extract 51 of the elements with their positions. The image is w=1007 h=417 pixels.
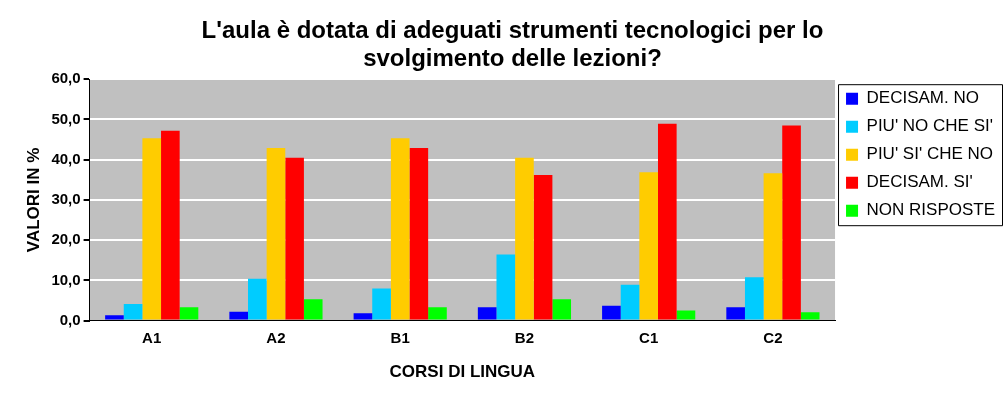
- bar: [726, 307, 745, 320]
- x-axis-title: CORSI DI LINGUA: [389, 362, 536, 382]
- y-tick-label: 50,0: [51, 109, 81, 127]
- x-tick-label: C2: [763, 328, 783, 346]
- bar: [428, 307, 447, 320]
- x-tick-label: B2: [514, 328, 535, 346]
- bar: [285, 157, 304, 320]
- y-tick-label: 40,0: [51, 149, 81, 167]
- bar: [477, 307, 497, 320]
- legend-label: DECISAM. NO: [866, 88, 979, 108]
- x-tick-label: A1: [142, 328, 162, 346]
- y-tick-label: 60,0: [51, 69, 81, 87]
- x-tick-label: C1: [639, 328, 659, 346]
- bar: [161, 130, 180, 320]
- legend-label: PIU' SI' CHE NO: [866, 144, 994, 164]
- bar: [248, 278, 267, 320]
- bar: [763, 173, 783, 320]
- bar: [409, 148, 429, 320]
- y-tick-label: 0,0: [59, 310, 81, 328]
- legend-label: NON RISPOSTE: [866, 200, 996, 220]
- x-tick-label: A2: [266, 328, 286, 346]
- y-tick-label: 20,0: [51, 230, 81, 248]
- bar: [800, 312, 820, 320]
- bar: [620, 284, 640, 320]
- bar: [353, 313, 373, 320]
- bar: [266, 148, 286, 320]
- bar: [179, 307, 199, 320]
- legend-label: DECISAM. SI': [866, 172, 973, 192]
- x-tick-label: B1: [390, 328, 410, 346]
- bar: [533, 174, 553, 320]
- bar: [744, 277, 764, 320]
- bar: [676, 310, 696, 320]
- bar: [552, 299, 572, 320]
- chart-title: L'aula è dotata di adeguati strumenti tecnologici per lo svolgimento delle lezioni?: [201, 16, 824, 72]
- bar: [372, 288, 391, 320]
- bar: [303, 299, 323, 320]
- bar: [123, 304, 143, 320]
- bar: [602, 305, 621, 320]
- bar: [390, 138, 410, 320]
- bar: [782, 125, 801, 320]
- bar: [496, 254, 516, 320]
- y-tick-label: 30,0: [51, 190, 81, 208]
- bar: [142, 138, 162, 320]
- legend-label: PIU' NO CHE SI': [866, 116, 994, 136]
- y-axis-title: VALORI IN %: [23, 147, 43, 253]
- y-tick-label: 10,0: [51, 270, 81, 288]
- bar: [515, 157, 534, 320]
- bar: [639, 172, 658, 320]
- bar: [657, 123, 677, 320]
- bar: [229, 311, 248, 320]
- bar: [105, 315, 124, 320]
